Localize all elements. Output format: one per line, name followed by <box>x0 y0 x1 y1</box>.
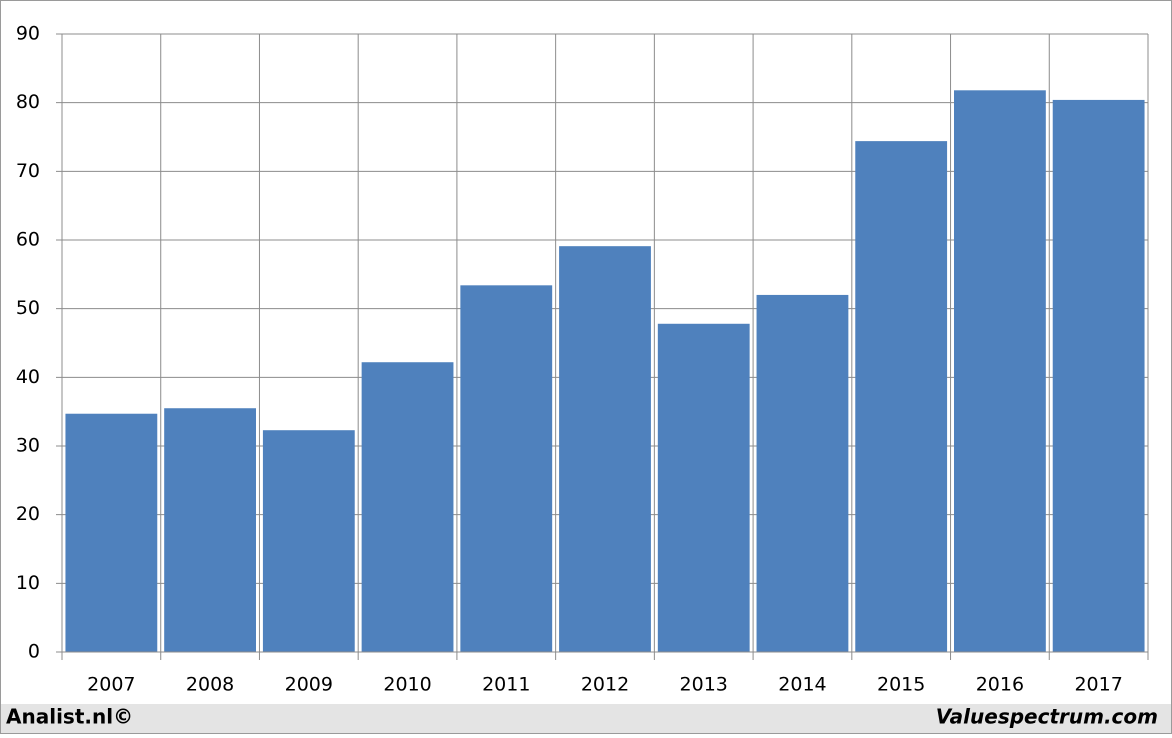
bar <box>1052 99 1145 653</box>
y-tick-label: 60 <box>16 229 40 251</box>
y-tick-label: 80 <box>16 91 40 113</box>
bar <box>756 294 849 652</box>
y-tick-label: 20 <box>16 503 40 525</box>
y-tick-label: 40 <box>16 366 40 388</box>
y-tick-label: 10 <box>16 572 40 594</box>
bar <box>657 323 750 652</box>
x-tick-label: 2007 <box>87 674 135 696</box>
bar <box>559 246 651 652</box>
footer-right: Valuespectrum.com <box>936 705 1158 729</box>
footer-bar <box>1 704 1171 733</box>
bar <box>460 285 553 652</box>
x-tick-label: 2009 <box>285 674 333 696</box>
y-tick-label: 30 <box>16 435 40 457</box>
x-tick-label: 2011 <box>482 674 530 696</box>
footer-left: Analist.nl© <box>6 705 133 729</box>
bar <box>164 408 256 652</box>
bar <box>65 413 158 652</box>
x-tick-label: 2016 <box>976 674 1024 696</box>
x-tick-label: 2013 <box>680 674 728 696</box>
x-tick-label: 2008 <box>186 674 234 696</box>
y-tick-label: 50 <box>16 297 40 319</box>
y-tick-label: 90 <box>16 23 40 45</box>
y-tick-label: 70 <box>16 160 40 182</box>
bar <box>954 90 1046 653</box>
bar <box>855 141 948 652</box>
x-tick-label: 2010 <box>383 674 431 696</box>
x-tick-label: 2012 <box>581 674 629 696</box>
x-tick-label: 2015 <box>877 674 925 696</box>
bar <box>262 430 355 652</box>
bar <box>361 362 454 652</box>
x-tick-label: 2014 <box>778 674 826 696</box>
y-tick-label: 0 <box>28 641 40 663</box>
x-tick-label: 2017 <box>1074 674 1122 696</box>
